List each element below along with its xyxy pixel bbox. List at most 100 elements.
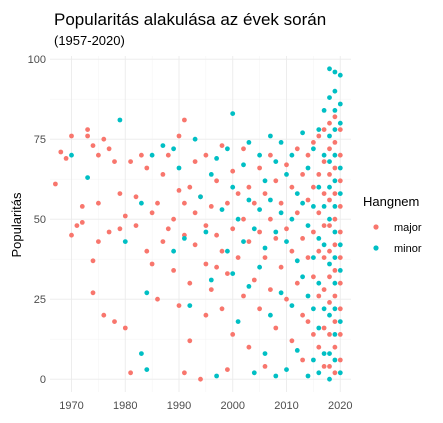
data-point-minor [300, 130, 305, 136]
data-point-minor [289, 216, 295, 222]
data-point-minor [305, 373, 311, 379]
data-point-major [337, 332, 343, 337]
data-point-major [139, 152, 144, 158]
data-point-major [289, 248, 295, 254]
data-point-minor [332, 255, 338, 260]
data-point-minor [327, 351, 332, 356]
x-tick-label: 1980 [113, 400, 137, 412]
data-point-major [278, 200, 284, 206]
data-point-major [294, 146, 300, 152]
data-point-major [268, 152, 273, 158]
data-point-major [332, 140, 338, 145]
data-point-major [268, 216, 273, 222]
data-point-major [171, 268, 177, 273]
data-point-major [90, 258, 96, 264]
data-point-minor [332, 69, 338, 75]
data-point-major [149, 210, 155, 216]
data-point-major [53, 181, 58, 187]
data-point-minor [241, 239, 246, 245]
data-point-major [316, 133, 322, 139]
data-point-minor [332, 229, 338, 235]
data-point-major [262, 191, 268, 197]
data-point-major [316, 172, 322, 177]
data-point-major [208, 287, 214, 292]
data-point-major [235, 255, 241, 260]
data-point-minor [262, 351, 268, 356]
data-point-minor [337, 242, 343, 248]
data-point-minor [332, 88, 338, 94]
data-point-minor [332, 306, 338, 312]
data-point-minor [311, 204, 316, 209]
data-point-major [327, 364, 332, 369]
data-point-major [321, 364, 327, 369]
data-point-major [332, 319, 338, 324]
data-point-major [219, 306, 225, 312]
data-point-major [289, 184, 295, 190]
data-point-minor [171, 248, 177, 254]
data-point-major [316, 248, 322, 254]
legend-key-minor [373, 245, 379, 251]
data-point-major [251, 277, 257, 283]
data-point-major [214, 232, 220, 238]
data-point-minor [273, 229, 279, 235]
data-point-major [327, 300, 332, 305]
data-point-minor [139, 200, 144, 206]
data-point-minor [182, 236, 187, 241]
data-point-major [268, 287, 273, 292]
data-point-minor [321, 351, 327, 356]
y-tick-label: 75 [34, 134, 46, 146]
data-point-major [321, 255, 327, 260]
data-point-major [112, 319, 117, 324]
data-point-major [176, 133, 182, 139]
data-point-minor [311, 357, 316, 363]
data-point-major [90, 143, 96, 149]
x-tick-label: 2020 [328, 400, 352, 412]
data-point-minor [294, 348, 300, 353]
data-point-minor [257, 207, 262, 213]
data-point-major [214, 264, 220, 270]
data-point-minor [327, 66, 332, 72]
data-point-minor [192, 136, 198, 142]
data-point-major [122, 213, 128, 219]
data-point-minor [171, 146, 177, 152]
data-point-minor [246, 284, 252, 289]
data-point-major [203, 261, 209, 267]
data-point-major [311, 140, 316, 145]
data-point-minor [284, 172, 289, 177]
data-point-major [327, 146, 332, 152]
data-point-major [332, 344, 338, 350]
x-tick-label: 1990 [167, 400, 191, 412]
data-point-major [337, 204, 343, 209]
data-point-major [101, 136, 107, 142]
legend-title: Hangnem [363, 194, 419, 209]
data-point-major [327, 248, 332, 254]
data-point-major [327, 274, 332, 280]
data-point-minor [321, 242, 327, 248]
data-point-major [219, 248, 225, 254]
data-point-major [273, 236, 279, 241]
data-point-major [257, 229, 262, 235]
data-point-major [321, 287, 327, 292]
data-point-major [321, 223, 327, 229]
data-point-minor [316, 325, 322, 331]
data-point-major [133, 223, 139, 229]
data-point-major [251, 200, 257, 206]
legend-key-major [373, 224, 379, 230]
data-point-minor [230, 184, 236, 190]
data-point-major [311, 229, 316, 235]
data-point-major [225, 200, 230, 206]
data-point-major [85, 127, 90, 132]
data-point-major [203, 223, 209, 229]
data-point-major [321, 127, 327, 132]
data-point-minor [289, 303, 295, 308]
data-point-major [219, 143, 225, 149]
data-point-major [230, 226, 236, 232]
data-point-minor [327, 184, 332, 190]
data-point-major [230, 332, 236, 337]
data-point-major [316, 293, 322, 299]
data-point-minor [332, 204, 338, 209]
data-point-major [74, 223, 80, 229]
data-point-major [63, 156, 69, 161]
y-tick-label: 100 [28, 54, 46, 66]
data-point-minor [235, 216, 241, 222]
